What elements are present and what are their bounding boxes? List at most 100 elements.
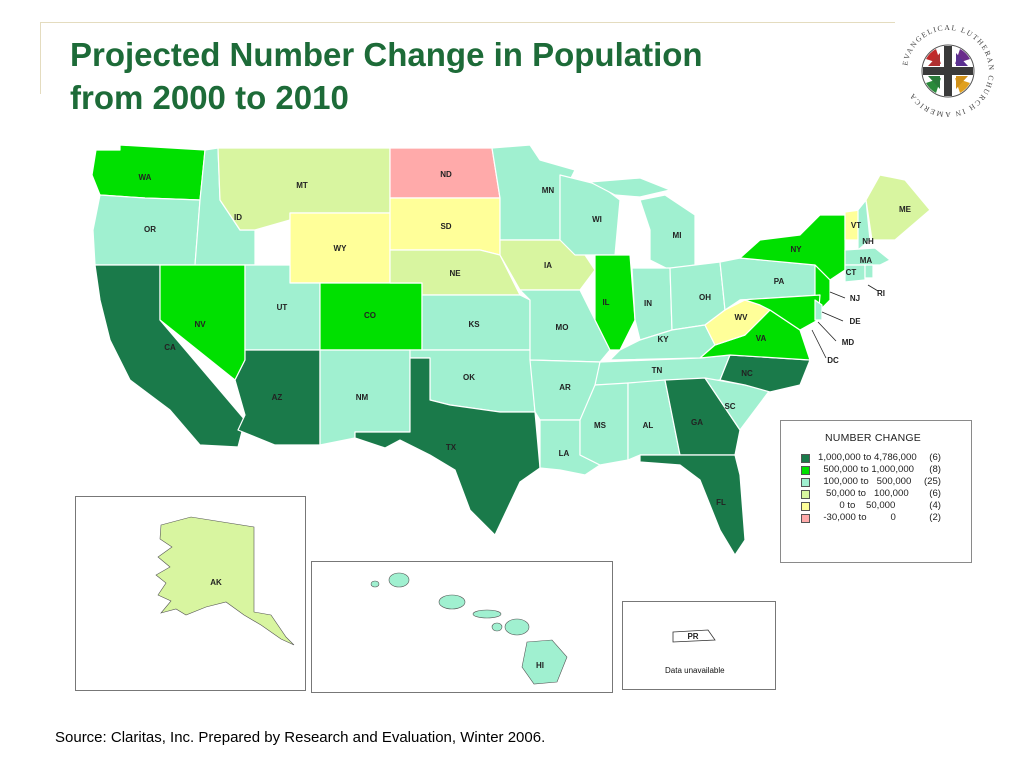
state-MA	[844, 247, 891, 266]
label-NE: NE	[449, 269, 461, 278]
label-UT: UT	[277, 303, 288, 312]
label-TX: TX	[446, 443, 457, 452]
elca-logo-graphic: EVANGELICAL LUTHERAN CHURCH IN AMERICA	[900, 23, 994, 119]
state-NH	[857, 199, 871, 251]
label-DC: DC	[827, 356, 839, 365]
legend-count: (25)	[923, 476, 941, 487]
state-AK	[155, 516, 295, 646]
state-MO	[519, 289, 611, 363]
label-VA: VA	[756, 334, 767, 343]
alaska-map: AK	[155, 516, 295, 646]
source-caption: Source: Claritas, Inc. Prepared by Resea…	[55, 729, 546, 746]
legend-item: -30,000 to 0 (2)	[801, 512, 966, 524]
island-oahu	[438, 594, 466, 610]
island-big-island	[521, 639, 568, 685]
label-NH: NH	[862, 237, 874, 246]
state-GA	[664, 377, 741, 456]
state-MI-UP	[589, 177, 671, 198]
state-IN	[631, 267, 673, 341]
label-IA: IA	[544, 261, 552, 270]
legend-swatch	[801, 478, 810, 487]
label-SC: SC	[724, 402, 735, 411]
legend-count: (6)	[929, 452, 941, 463]
legend-count: (2)	[929, 512, 941, 523]
label-MI: MI	[673, 231, 682, 240]
legend-count: (6)	[929, 488, 941, 499]
legend-range: 50,000 to 100,000	[818, 488, 909, 499]
label-MD: MD	[842, 338, 855, 347]
legend-swatch	[801, 490, 810, 499]
territory-PR	[672, 629, 716, 643]
label-PA: PA	[774, 277, 785, 286]
label-OR: OR	[144, 225, 156, 234]
elca-logo: EVANGELICAL LUTHERAN CHURCH IN AMERICA	[893, 16, 1003, 126]
label-HI: HI	[536, 661, 544, 670]
label-WY: WY	[334, 244, 348, 253]
slide-title: Projected Number Change in Population fr…	[70, 33, 703, 119]
label-IN: IN	[644, 299, 652, 308]
label-MO: MO	[556, 323, 569, 332]
alaska-inset: AK	[75, 496, 306, 691]
legend-range: -30,000 to 0	[818, 512, 896, 523]
legend-range: 500,000 to 1,000,000	[818, 464, 915, 475]
label-NJ: NJ	[850, 294, 860, 303]
hawaii-map: HI	[370, 572, 568, 685]
legend-swatch	[801, 514, 810, 523]
label-WV: WV	[735, 313, 749, 322]
label-GA: GA	[691, 418, 703, 427]
logo-cross-icon	[921, 44, 975, 98]
label-KY: KY	[657, 335, 669, 344]
label-CA: CA	[164, 343, 176, 352]
state-ME	[865, 174, 931, 241]
legend-range: 100,000 to 500,000	[818, 476, 912, 487]
callout-lines	[811, 284, 879, 359]
label-PR: PR	[687, 632, 698, 641]
label-OK: OK	[463, 373, 475, 382]
legend-count: (4)	[929, 500, 941, 511]
label-ND: ND	[440, 170, 452, 179]
slide-frame-top-line	[40, 22, 895, 23]
legend-title: NUMBER CHANGE	[825, 432, 921, 444]
legend-item: 50,000 to 100,000 (6)	[801, 488, 966, 500]
label-MA: MA	[860, 256, 873, 265]
puerto-rico-inset: PR	[622, 601, 776, 690]
label-CT: CT	[846, 268, 857, 277]
label-RI: RI	[877, 289, 885, 298]
legend-item: 0 to 50,000 (4)	[801, 500, 966, 512]
label-MN: MN	[542, 186, 555, 195]
label-SD: SD	[440, 222, 451, 231]
label-AK: AK	[210, 578, 222, 587]
legend-range: 1,000,000 to 4,786,000	[818, 452, 917, 463]
label-ID: ID	[234, 213, 242, 222]
title-line-2: from 2000 to 2010	[70, 79, 349, 116]
map-legend: NUMBER CHANGE 1,000,000 to 4,786,000 (6)…	[780, 420, 972, 563]
label-MT: MT	[296, 181, 308, 190]
label-WA: WA	[139, 173, 152, 182]
title-line-1: Projected Number Change in Population	[70, 36, 703, 73]
island-kauai	[388, 572, 410, 588]
label-KS: KS	[468, 320, 480, 329]
hawaii-inset: HI	[311, 561, 613, 693]
label-NM: NM	[356, 393, 369, 402]
legend-count: (8)	[929, 464, 941, 475]
state-IL	[594, 254, 636, 351]
state-FL	[639, 454, 746, 556]
label-WI: WI	[592, 215, 602, 224]
label-TN: TN	[652, 366, 663, 375]
label-LA: LA	[559, 449, 570, 458]
puerto-rico-map: PR	[672, 629, 716, 643]
legend-item: 500,000 to 1,000,000 (8)	[801, 464, 966, 476]
legend-item: 100,000 to 500,000 (25)	[801, 476, 966, 488]
legend-swatch	[801, 502, 810, 511]
label-NC: NC	[741, 369, 753, 378]
label-AZ: AZ	[272, 393, 283, 402]
label-DE: DE	[849, 317, 861, 326]
label-NV: NV	[194, 320, 206, 329]
label-MS: MS	[594, 421, 607, 430]
state-DE	[814, 299, 823, 321]
label-OH: OH	[699, 293, 711, 302]
state-RI	[864, 264, 874, 279]
label-ME: ME	[899, 205, 912, 214]
label-NY: NY	[790, 245, 802, 254]
